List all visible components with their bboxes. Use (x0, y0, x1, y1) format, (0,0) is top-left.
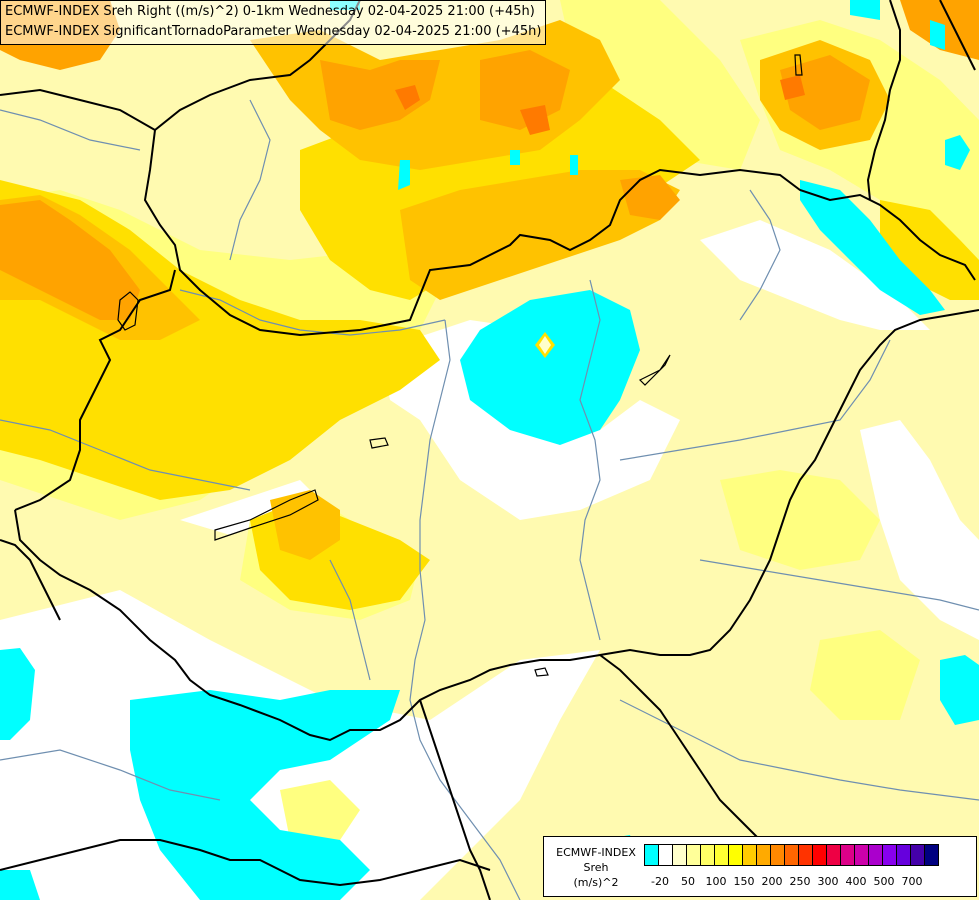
lakes (117, 54, 803, 677)
legend-swatch (686, 844, 701, 866)
legend-swatch (700, 844, 715, 866)
legend-swatch (812, 844, 827, 866)
legend-swatch (644, 844, 659, 866)
legend-tick-label: 700 (901, 875, 923, 888)
legend-tick-label: 150 (733, 875, 755, 888)
legend-swatch (756, 844, 771, 866)
legend-swatch (742, 844, 757, 866)
legend-swatch (826, 844, 841, 866)
rivers (0, 99, 979, 900)
legend-tick-label: 300 (817, 875, 839, 888)
legend-tick-label: -20 (651, 875, 669, 888)
legend-swatch (896, 844, 911, 866)
legend-swatch (672, 844, 687, 866)
legend-swatch (728, 844, 743, 866)
legend-swatch (658, 844, 673, 866)
legend-tick-label: 400 (845, 875, 867, 888)
deep-orange-layer (395, 75, 805, 135)
color-legend: ECMWF-INDEX Sreh (m/s)^2 -20 50 100 150 200 2… (543, 836, 977, 897)
legend-swatch (840, 844, 855, 866)
legend-swatch (882, 844, 897, 866)
title-stp: ECMWF-INDEX SignificantTornadoParameter … (5, 24, 542, 39)
legend-swatches (644, 844, 939, 866)
title-sreh: ECMWF-INDEX Sreh Right ((m/s)^2) 0-1km W… (5, 4, 535, 19)
legend-title-unit: (m/s)^2 (573, 876, 619, 889)
legend-swatch (798, 844, 813, 866)
map-title-box: ECMWF-INDEX Sreh Right ((m/s)^2) 0-1km W… (0, 0, 547, 45)
legend-tick-label: 500 (873, 875, 895, 888)
white-pocket (539, 336, 551, 354)
legend-tick-label: 50 (681, 875, 695, 888)
legend-swatch (784, 844, 799, 866)
legend-title-model: ECMWF-INDEX (556, 846, 636, 859)
legend-swatch (714, 844, 729, 866)
legend-swatch (910, 844, 925, 866)
legend-swatch (770, 844, 785, 866)
legend-tick-label: 200 (761, 875, 783, 888)
legend-title-variable: Sreh (583, 861, 609, 874)
legend-swatch (854, 844, 869, 866)
legend-tick-label: 100 (705, 875, 727, 888)
legend-swatch (868, 844, 883, 866)
legend-swatch (924, 844, 939, 866)
legend-tick-label: 250 (789, 875, 811, 888)
legend-ticks: -20 50 100 150 200 250 300 400 500 700 (645, 875, 975, 889)
legend-title: ECMWF-INDEX Sreh (m/s)^2 (548, 845, 644, 890)
